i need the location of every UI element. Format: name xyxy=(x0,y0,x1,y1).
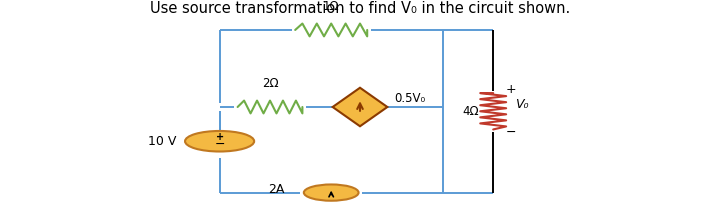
Text: −: − xyxy=(215,138,225,151)
Text: 10 V: 10 V xyxy=(148,135,176,148)
Polygon shape xyxy=(333,88,387,126)
Text: 2Ω: 2Ω xyxy=(261,77,279,90)
Text: 4Ω: 4Ω xyxy=(462,105,479,118)
Text: +: + xyxy=(506,83,516,96)
Text: 0.5V₀: 0.5V₀ xyxy=(395,92,426,105)
Text: −: − xyxy=(506,126,516,139)
Text: V₀: V₀ xyxy=(515,98,528,111)
Text: +: + xyxy=(215,132,224,142)
Text: 2A: 2A xyxy=(268,183,284,196)
Circle shape xyxy=(304,184,359,201)
Text: 1Ω: 1Ω xyxy=(323,0,340,13)
Circle shape xyxy=(185,131,254,152)
Text: Use source transformation to find V₀ in the circuit shown.: Use source transformation to find V₀ in … xyxy=(150,1,570,16)
